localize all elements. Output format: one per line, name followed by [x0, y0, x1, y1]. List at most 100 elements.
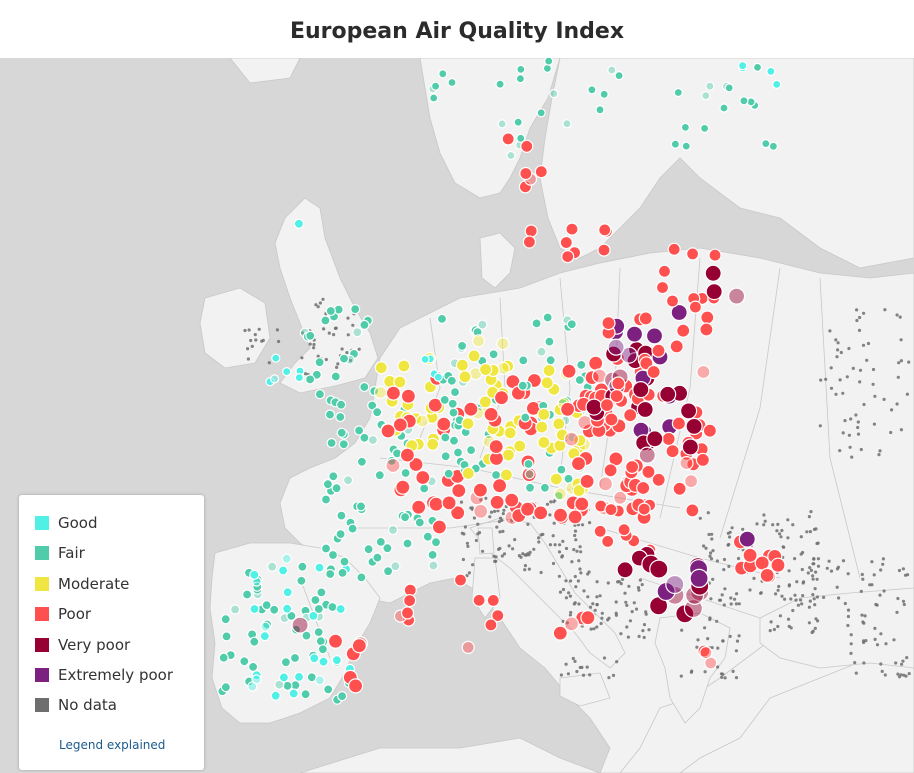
station-marker-poor[interactable]: [533, 505, 549, 521]
station-marker-moderate[interactable]: [479, 362, 493, 377]
station-marker-poor[interactable]: [574, 496, 590, 512]
station-marker-fair[interactable]: [497, 119, 507, 129]
station-marker-good[interactable]: [281, 553, 292, 564]
station-marker-fair[interactable]: [322, 479, 333, 490]
station-markers[interactable]: [217, 58, 786, 705]
station-marker-fair[interactable]: [387, 524, 399, 536]
station-marker-extremely-poor[interactable]: [665, 574, 685, 595]
station-marker-fair[interactable]: [305, 374, 316, 385]
station-marker-fair[interactable]: [681, 141, 691, 151]
station-marker-good[interactable]: [331, 654, 342, 666]
station-marker-moderate[interactable]: [467, 349, 481, 363]
station-marker-good[interactable]: [433, 372, 443, 382]
station-marker-poor[interactable]: [399, 447, 415, 463]
station-marker-poor[interactable]: [327, 633, 344, 649]
station-marker-fair[interactable]: [429, 93, 439, 103]
station-marker-fair[interactable]: [440, 451, 451, 462]
station-marker-good[interactable]: [249, 569, 260, 580]
station-marker-poor[interactable]: [427, 397, 443, 413]
station-marker-poor[interactable]: [580, 610, 596, 626]
station-marker-moderate[interactable]: [499, 468, 513, 482]
station-marker-fair[interactable]: [280, 657, 291, 668]
station-marker-poor[interactable]: [483, 406, 499, 422]
station-marker-fair[interactable]: [325, 305, 336, 317]
station-marker-poor[interactable]: [657, 264, 672, 278]
station-marker-moderate[interactable]: [555, 428, 569, 442]
station-marker-poor[interactable]: [685, 247, 700, 261]
station-marker-moderate[interactable]: [542, 363, 556, 378]
station-marker-poor[interactable]: [759, 567, 775, 584]
station-marker-fair[interactable]: [320, 315, 331, 326]
station-marker-poor[interactable]: [451, 483, 467, 499]
station-marker-fair[interactable]: [428, 560, 439, 571]
station-marker-fair[interactable]: [320, 494, 332, 505]
station-marker-fair[interactable]: [438, 69, 448, 79]
station-marker-fair[interactable]: [367, 434, 378, 446]
station-marker-fair[interactable]: [670, 139, 681, 149]
station-marker-fair[interactable]: [335, 411, 346, 423]
station-marker-good[interactable]: [282, 367, 292, 377]
station-marker-good[interactable]: [278, 565, 289, 576]
station-marker-fair[interactable]: [383, 566, 394, 577]
station-marker-poor[interactable]: [504, 492, 520, 508]
station-marker-poor[interactable]: [665, 294, 680, 308]
station-marker-fair[interactable]: [314, 389, 325, 400]
station-marker-fair[interactable]: [452, 447, 464, 458]
station-marker-fair[interactable]: [382, 543, 393, 554]
station-marker-poor[interactable]: [742, 547, 758, 563]
station-marker-poor[interactable]: [348, 678, 364, 694]
station-marker-very-poor[interactable]: [659, 385, 677, 403]
station-marker-fair[interactable]: [320, 543, 332, 554]
station-marker-fair[interactable]: [220, 682, 231, 693]
station-marker-poor[interactable]: [646, 364, 661, 380]
station-marker-very-poor[interactable]: [646, 430, 664, 448]
station-marker-moderate[interactable]: [553, 487, 568, 501]
station-marker-fair[interactable]: [516, 133, 526, 143]
station-marker-fair[interactable]: [269, 604, 280, 615]
station-marker-moderate[interactable]: [553, 438, 567, 453]
station-marker-poor[interactable]: [702, 423, 718, 438]
station-marker-poor[interactable]: [392, 417, 408, 433]
station-marker-extremely-poor[interactable]: [625, 325, 644, 343]
station-marker-poor[interactable]: [492, 478, 508, 494]
station-marker-poor[interactable]: [463, 401, 479, 417]
station-marker-fair[interactable]: [680, 122, 691, 133]
station-marker-fair[interactable]: [347, 523, 358, 534]
station-marker-fair[interactable]: [301, 630, 312, 641]
station-marker-poor[interactable]: [395, 479, 411, 495]
station-marker-good[interactable]: [293, 218, 304, 229]
station-marker-fair[interactable]: [336, 510, 347, 521]
station-marker-good[interactable]: [282, 587, 293, 598]
station-marker-fair[interactable]: [230, 604, 241, 615]
station-marker-moderate[interactable]: [501, 448, 515, 462]
station-marker-good[interactable]: [314, 675, 325, 686]
station-marker-poor[interactable]: [700, 310, 715, 325]
station-marker-good[interactable]: [260, 621, 271, 632]
station-marker-poor[interactable]: [380, 423, 396, 439]
station-marker-poor[interactable]: [563, 431, 580, 447]
station-marker-poor[interactable]: [683, 474, 699, 489]
map-svg[interactable]: [0, 58, 914, 773]
station-marker-poor[interactable]: [428, 496, 444, 512]
station-marker-fair[interactable]: [531, 318, 542, 329]
station-marker-fair[interactable]: [350, 304, 361, 315]
station-marker-fair[interactable]: [338, 353, 350, 364]
station-marker-poor[interactable]: [415, 469, 431, 486]
station-marker-fair[interactable]: [427, 549, 438, 560]
station-marker-good[interactable]: [308, 610, 319, 622]
station-marker-good[interactable]: [294, 373, 304, 383]
station-marker-fair[interactable]: [587, 85, 597, 95]
station-marker-fair[interactable]: [374, 470, 385, 481]
station-marker-extremely-poor[interactable]: [607, 338, 625, 356]
station-marker-good[interactable]: [247, 681, 258, 692]
station-marker-fair[interactable]: [372, 552, 383, 563]
station-marker-fair[interactable]: [323, 684, 334, 695]
station-marker-poor[interactable]: [651, 472, 666, 487]
station-marker-fair[interactable]: [506, 150, 516, 161]
station-marker-good[interactable]: [259, 630, 270, 642]
station-marker-fair[interactable]: [337, 567, 348, 579]
station-marker-poor[interactable]: [351, 638, 367, 654]
station-marker-poor[interactable]: [599, 398, 615, 413]
station-marker-very-poor[interactable]: [291, 616, 309, 634]
station-marker-poor[interactable]: [609, 389, 624, 404]
